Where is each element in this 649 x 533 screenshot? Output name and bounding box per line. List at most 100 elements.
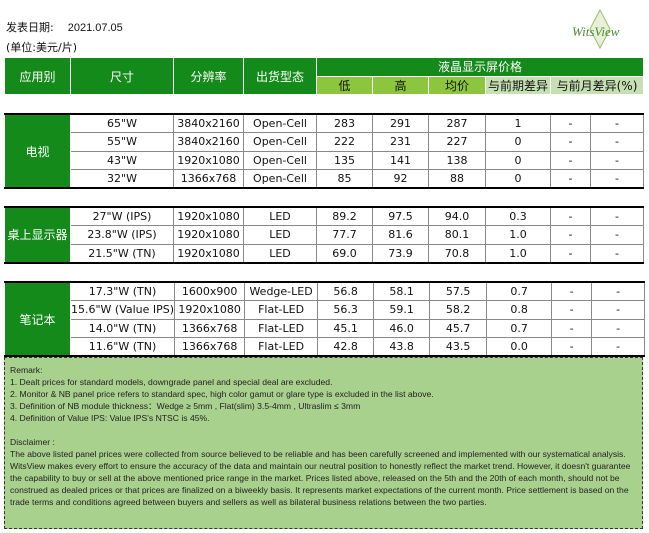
- cell-diff-month-b: -: [590, 113, 644, 133]
- cell-size: 65"W: [70, 113, 174, 133]
- cell-avg: 88: [428, 169, 486, 189]
- col-avg: 均价: [428, 75, 486, 95]
- cell-shipment: Open-Cell: [243, 150, 317, 170]
- remark-item: 3. Definition of NB module thickness：Wed…: [10, 401, 361, 411]
- table-row: 14.0"W (TN) 1366x768 Flat-LED 45.1 46.0 45.7 0…: [5, 318, 646, 338]
- cell-diff-prev: 0.7: [486, 318, 553, 338]
- cell-resolution: 3840x2160: [173, 132, 244, 152]
- cell-low: 77.7: [316, 225, 373, 245]
- cell-avg: 227: [428, 132, 486, 152]
- publish-date: 发表日期: 2021.07.05: [6, 19, 123, 35]
- cell-shipment: Flat-LED: [244, 300, 319, 320]
- cell-shipment: Open-Cell: [243, 169, 317, 189]
- logo-diamond-icon: [589, 8, 611, 50]
- cell-high: 141: [372, 150, 429, 170]
- cell-size: 23.8"W (IPS): [70, 225, 174, 245]
- cell-diff-month-b: -: [591, 281, 646, 301]
- col-diff-prev: 与前期差异: [485, 75, 551, 95]
- cell-diff-prev: 0.7: [486, 281, 553, 301]
- cell-diff-month-b: -: [590, 132, 644, 152]
- cell-diff-month-a: -: [550, 225, 591, 245]
- cell-diff-month-a: -: [550, 132, 591, 152]
- cell-size: 21.5"W (TN): [70, 243, 174, 263]
- cell-avg: 70.8: [428, 243, 486, 263]
- cell-avg: 57.5: [429, 281, 488, 301]
- cell-low: 45.1: [317, 318, 375, 338]
- cell-diff-prev: 1.0: [485, 243, 551, 263]
- table-row: 电视 65"W 3840x2160 Open-Cell 283 291 287 1- -: [4, 113, 644, 189]
- table-row: 桌上显示器 27"W (IPS) 1920x1080 LED 89.2 97.5 94.0 0…: [4, 206, 644, 263]
- remark-title: Remark:: [10, 365, 43, 375]
- section-1: 桌上显示器 27"W (IPS) 1920x1080 LED 89.2 97.5 94.0 0…: [4, 206, 644, 264]
- cell-low: 89.2: [316, 206, 373, 226]
- cell-high: 231: [372, 132, 429, 152]
- cell-diff-month-b: -: [590, 206, 644, 226]
- cell-low: 222: [316, 132, 373, 152]
- cell-high: 291: [372, 113, 429, 133]
- cell-shipment: Wedge-LED: [244, 281, 319, 301]
- col-resolution: 分辨率: [173, 57, 244, 95]
- cell-diff-prev: 0: [485, 150, 551, 170]
- cell-diff-month-a: -: [550, 150, 591, 170]
- cell-resolution: 1920x1080: [173, 225, 244, 245]
- section-0: 电视 65"W 3840x2160 Open-Cell 283 291 287 1- -55"W…: [4, 113, 644, 189]
- cell-diff-month-a: -: [551, 318, 593, 338]
- table-row: 55"W 3840x2160 Open-Cell 222 231 227 0- -: [5, 132, 644, 152]
- cell-diff-month-b: -: [591, 300, 646, 320]
- col-high: 高: [372, 75, 429, 95]
- date-value: 2021.07.05: [67, 22, 123, 34]
- col-low: 低: [316, 75, 373, 95]
- cell-shipment: LED: [243, 225, 317, 245]
- cell-low: 283: [316, 113, 373, 133]
- cell-diff-month-b: -: [590, 150, 644, 170]
- cell-avg: 94.0: [428, 206, 486, 226]
- cell-resolution: 1600x900: [174, 281, 246, 301]
- date-label: 发表日期:: [6, 21, 54, 34]
- col-shipment: 出货型态: [243, 57, 317, 95]
- section-2: 笔记本 17.3"W (TN) 1600x900 Wedge-LED 56.8 58.1 5…: [4, 281, 646, 357]
- cell-high: 59.1: [373, 300, 431, 320]
- table-row: 32"W 1366x768 Open-Cell 85 92 88 0- -: [5, 169, 644, 189]
- cell-diff-month-a: -: [550, 206, 591, 226]
- cell-diff-prev: 1.0: [485, 225, 551, 245]
- cell-diff-prev: 0.0: [486, 337, 553, 357]
- cell-diff-prev: 0.3: [485, 206, 551, 226]
- category-cell: 电视: [4, 113, 71, 189]
- category-cell: 桌上显示器: [4, 206, 71, 263]
- cell-resolution: 1920x1080: [173, 243, 244, 263]
- cell-high: 43.8: [373, 337, 431, 357]
- cell-resolution: 1920x1080: [173, 206, 244, 226]
- cell-avg: 43.5: [429, 337, 488, 357]
- cell-avg: 287: [428, 113, 486, 133]
- cell-size: 32"W: [70, 169, 174, 189]
- cell-size: 15.6"W (Value IPS): [69, 300, 176, 320]
- cell-resolution: 1366x768: [173, 169, 244, 189]
- cell-size: 43"W: [70, 150, 174, 170]
- cell-avg: 45.7: [429, 318, 488, 338]
- disclaimer-title: Disclaimer :: [10, 437, 55, 447]
- cell-size: 27"W (IPS): [70, 206, 174, 226]
- category-cell: 笔记本: [4, 281, 71, 357]
- cell-diff-month-a: -: [550, 243, 591, 263]
- cell-high: 92: [372, 169, 429, 189]
- table-row: 15.6"W (Value IPS) 1920x1080 Flat-LED 56.3 5…: [5, 300, 646, 320]
- cell-diff-month-a: -: [550, 169, 591, 189]
- cell-resolution: 1366x768: [174, 337, 246, 357]
- cell-avg: 80.1: [428, 225, 486, 245]
- cell-shipment: Open-Cell: [243, 132, 317, 152]
- cell-low: 135: [316, 150, 373, 170]
- disclaimer-text: The above listed panel prices were colle…: [10, 449, 631, 507]
- col-application: 应用别: [4, 57, 71, 95]
- cell-diff-month-b: -: [591, 337, 646, 357]
- cell-size: 55"W: [70, 132, 174, 152]
- cell-diff-prev: 0: [485, 132, 551, 152]
- cell-diff-month-b: -: [590, 243, 644, 263]
- col-price-group: 液晶显示屏价格: [316, 57, 644, 77]
- cell-diff-month-b: -: [590, 169, 644, 189]
- cell-size: 11.6"W (TN): [69, 337, 176, 357]
- cell-resolution: 1920x1080: [173, 150, 244, 170]
- cell-high: 81.6: [372, 225, 429, 245]
- cell-shipment: Open-Cell: [243, 113, 317, 133]
- cell-diff-month-a: -: [551, 337, 593, 357]
- cell-diff-prev: 0.8: [486, 300, 553, 320]
